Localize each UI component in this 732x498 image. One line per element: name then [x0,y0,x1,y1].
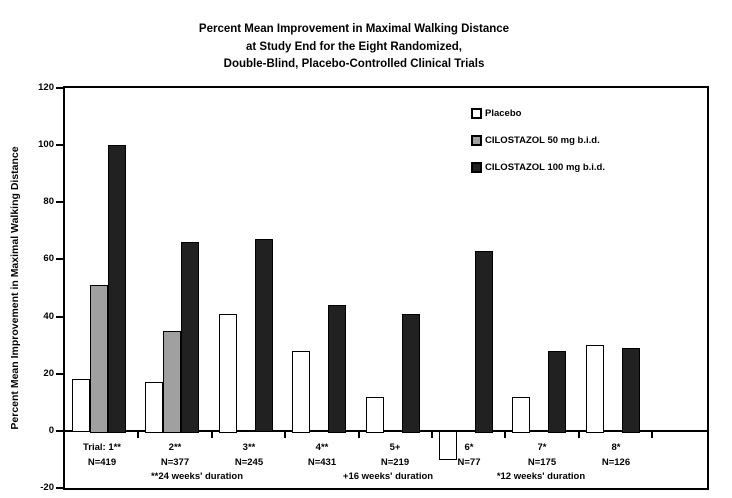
y-axis-tick-label: 40 [43,311,54,322]
x-axis-tick [211,432,213,438]
bar-trial6-cilostazol-100 [475,251,493,433]
y-axis-tick-label: 80 [43,196,54,207]
category-label-trial2: 2** [168,442,182,453]
bar-trial8-placebo [586,345,604,433]
bar-trial7-placebo [512,397,530,433]
duration-footnote-3: *12 weeks' duration [496,471,586,482]
bar-trial1-cilostazol-100 [108,145,126,433]
chart-title: Percent Mean Improvement in Maximal Walk… [0,21,708,74]
bar-trial6-placebo [439,431,457,460]
bar-trial5-placebo [366,397,384,433]
sample-size-label-trial6: N=77 [457,457,481,468]
y-axis-tick-label: 100 [38,139,54,150]
y-axis-tick [56,430,63,432]
y-axis-title: Percent Mean Improvement in Maximal Walk… [9,146,21,430]
bar-trial8-cilostazol-100 [622,348,640,433]
legend-swatch-placebo [471,107,482,119]
x-axis-tick [137,432,139,438]
category-label-trial8: 8* [611,442,621,453]
y-axis-tick-label: 0 [48,425,54,436]
legend-item-cilostazol-50: CILOSTAZOL 50 mg b.i.d. [471,134,605,146]
x-axis-tick [651,432,653,438]
sample-size-label-trial2: N=377 [160,457,190,468]
x-axis-tick [504,432,506,438]
y-axis-tick [56,258,63,260]
category-label-trial1: Trial: 1** [82,442,122,453]
duration-footnote-1: **24 weeks' duration [150,471,244,482]
chart-title-line1: Percent Mean Improvement in Maximal Walk… [198,23,510,35]
bar-trial1-cilostazol-50 [90,285,108,433]
sample-size-label-trial7: N=175 [527,457,557,468]
y-axis-tick [56,316,63,318]
bar-trial5-cilostazol-100 [402,314,420,433]
category-label-trial4: 4** [315,442,329,453]
x-axis-tick [578,432,580,438]
y-axis-tick [56,144,63,146]
legend-item-cilostazol-100: CILOSTAZOL 100 mg b.i.d. [471,161,605,173]
y-axis-tick-label: -20 [40,482,54,493]
x-axis-tick [431,432,433,438]
legend-swatch-cilostazol-100 [471,161,482,173]
x-axis-tick [358,432,360,438]
y-axis-tick-label: 60 [43,253,54,264]
bar-trial2-placebo [145,382,163,433]
y-axis-tick [56,373,63,375]
legend-label-cilostazol-100: CILOSTAZOL 100 mg b.i.d. [485,161,605,173]
y-axis-tick [56,87,63,89]
y-axis-tick [56,487,63,489]
bar-trial3-cilostazol-100 [255,239,273,432]
category-label-trial5: 5+ [389,442,401,453]
y-axis-tick-label: 120 [38,82,54,93]
legend-item-placebo: Placebo [471,107,605,119]
sample-size-label-trial3: N=245 [234,457,264,468]
chart-title-line3: Double-Blind, Placebo-Controlled Clinica… [223,58,485,70]
bar-trial3-placebo [219,314,237,433]
bar-trial2-cilostazol-50 [163,331,181,433]
y-axis-tick-label: 20 [43,368,54,379]
sample-size-label-trial8: N=126 [601,457,631,468]
category-label-trial3: 3** [242,442,256,453]
duration-footnote-2: +16 weeks' duration [342,471,434,482]
plot-area [63,86,709,490]
legend-label-cilostazol-50: CILOSTAZOL 50 mg b.i.d. [485,134,600,146]
bar-trial1-placebo [72,379,90,432]
zero-axis-line [65,430,707,432]
legend-label-placebo: Placebo [485,107,522,119]
y-axis-tick [56,201,63,203]
bar-trial2-cilostazol-100 [181,242,199,433]
chart-title-line2: at Study End for the Eight Randomized, [246,40,462,53]
x-axis-tick [284,432,286,438]
sample-size-label-trial1: N=419 [87,457,117,468]
category-label-trial6: 6* [464,442,474,453]
sample-size-label-trial4: N=431 [307,457,337,468]
bar-trial4-placebo [292,351,310,433]
bar-trial4-cilostazol-100 [328,305,346,433]
legend-swatch-cilostazol-50 [471,134,482,146]
bar-trial7-cilostazol-100 [548,351,566,433]
sample-size-label-trial5: N=219 [380,457,410,468]
category-label-trial7: 7* [537,442,547,453]
legend: Placebo CILOSTAZOL 50 mg b.i.d. CILOSTAZ… [471,107,605,188]
